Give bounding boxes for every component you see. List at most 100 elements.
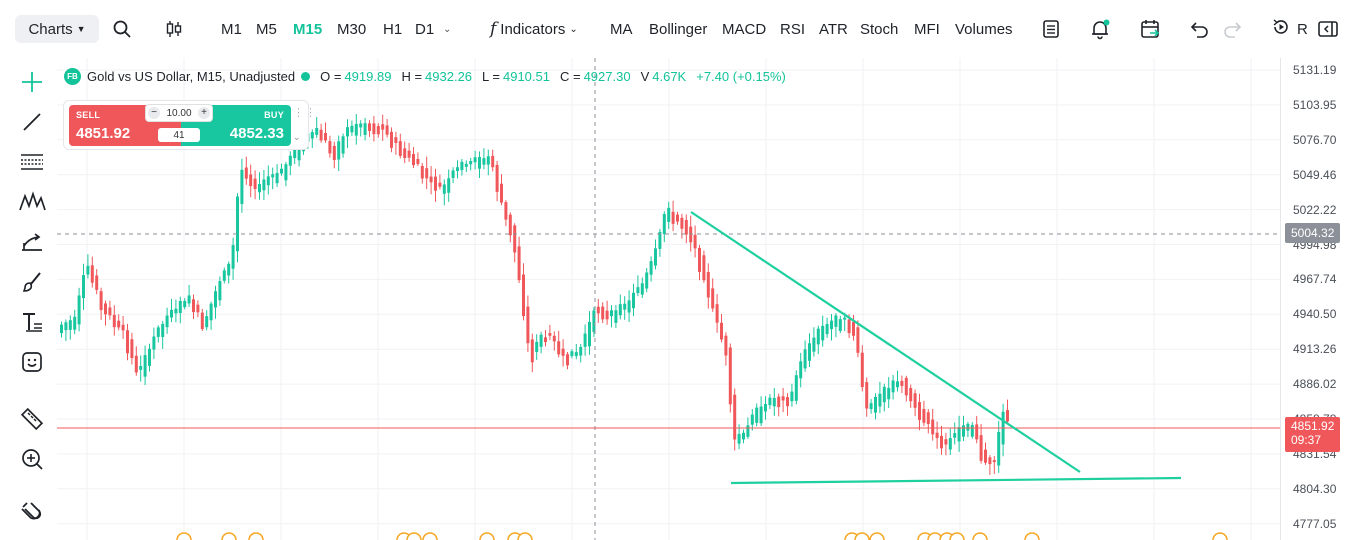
event-marker-icon bbox=[972, 532, 988, 540]
price-tick: 4777.05 bbox=[1293, 516, 1337, 531]
fib-icon[interactable] bbox=[16, 146, 48, 178]
candle-body bbox=[583, 333, 587, 347]
candle-body bbox=[464, 163, 468, 167]
chart-canvas[interactable] bbox=[57, 58, 1280, 540]
indicator-mfi[interactable]: MFI bbox=[914, 20, 940, 38]
candle-body bbox=[288, 155, 292, 166]
candle-body bbox=[904, 377, 908, 396]
brush-icon[interactable] bbox=[16, 266, 48, 298]
ruler-icon[interactable] bbox=[16, 403, 48, 435]
candle-body bbox=[799, 361, 803, 379]
candle-body bbox=[258, 184, 261, 193]
candle-body bbox=[64, 322, 68, 331]
candle-body bbox=[803, 349, 807, 369]
price-axis[interactable]: 5131.19 5103.95 5076.70 5049.46 5022.22 4994.… bbox=[1280, 58, 1357, 540]
close-value: 4927.30 bbox=[583, 68, 631, 84]
pattern-icon[interactable] bbox=[16, 186, 48, 218]
replay-label: R bbox=[1297, 20, 1308, 38]
timeframe-m1[interactable]: M1 bbox=[221, 20, 242, 38]
indicator-macd[interactable]: MACD bbox=[722, 20, 767, 38]
timeframe-m15[interactable]: M15 bbox=[293, 20, 323, 38]
indicator-volumes[interactable]: Volumes bbox=[955, 20, 1013, 38]
price-tick: 4913.26 bbox=[1293, 342, 1337, 357]
candle-body bbox=[385, 125, 389, 135]
candle-body bbox=[222, 270, 226, 281]
indicator-rsi[interactable]: RSI bbox=[780, 20, 806, 38]
line-icon[interactable] bbox=[16, 106, 48, 138]
minus-icon[interactable]: − bbox=[148, 107, 160, 119]
indicator-ma[interactable]: MA bbox=[610, 20, 633, 38]
symbol-title[interactable]: Gold vs US Dollar, M15, Unadjusted bbox=[87, 68, 296, 84]
candle-body bbox=[403, 148, 407, 158]
crosshair-icon[interactable] bbox=[16, 66, 48, 98]
search-icon[interactable] bbox=[108, 15, 136, 43]
charts-menu-button[interactable]: Charts ▼ bbox=[15, 15, 99, 43]
candle-body bbox=[86, 265, 90, 275]
indicators-icon: f bbox=[490, 19, 497, 39]
sell-label: SELL bbox=[76, 110, 101, 120]
indicators-button[interactable]: f Indicators ⌄ bbox=[490, 15, 578, 43]
quantity-value[interactable]: 10.00 bbox=[166, 107, 192, 119]
undo-icon[interactable] bbox=[1186, 15, 1214, 43]
replay-button[interactable]: R bbox=[1271, 15, 1308, 43]
open-value: 4919.89 bbox=[344, 68, 392, 84]
candle-body bbox=[200, 312, 204, 329]
timeframe-m30[interactable]: M30 bbox=[337, 20, 367, 38]
candle-body bbox=[772, 397, 776, 407]
timeframe-d1[interactable]: D1 bbox=[415, 20, 435, 38]
candle-body bbox=[156, 327, 160, 337]
text-icon[interactable] bbox=[16, 306, 48, 338]
calendar-icon[interactable] bbox=[1136, 15, 1164, 43]
candle-body bbox=[77, 295, 81, 325]
candle-body bbox=[456, 167, 459, 172]
candle-body bbox=[979, 435, 983, 461]
drag-handle-icon[interactable]: ⋮⋮ bbox=[293, 107, 317, 119]
redo-icon[interactable] bbox=[1218, 15, 1246, 43]
layout-icon[interactable] bbox=[1037, 15, 1065, 43]
candle-body bbox=[869, 403, 873, 410]
zoom-in-icon[interactable] bbox=[16, 443, 48, 475]
candle-body bbox=[856, 327, 860, 353]
chevron-down-icon: ⌄ bbox=[569, 23, 578, 35]
trade-widget: SELL 4851.92 BUY 4852.33 − 10.00 + 41 ⋮⋮… bbox=[63, 100, 316, 150]
candle-body bbox=[781, 396, 785, 401]
event-marker-icon bbox=[854, 532, 870, 540]
candle-body bbox=[244, 167, 248, 179]
candle-body bbox=[711, 288, 715, 309]
candle-body bbox=[68, 320, 72, 330]
price-chart[interactable] bbox=[57, 58, 1280, 540]
candle-body bbox=[909, 388, 913, 402]
projection-icon[interactable] bbox=[16, 226, 48, 258]
alert-icon[interactable] bbox=[1086, 15, 1114, 43]
candle-body bbox=[860, 352, 864, 388]
candle-body bbox=[988, 457, 992, 465]
timeframe-m5[interactable]: M5 bbox=[256, 20, 277, 38]
indicator-stoch[interactable]: Stoch bbox=[860, 20, 899, 38]
candlestick-icon[interactable] bbox=[160, 15, 188, 43]
support-trendline bbox=[730, 476, 1182, 485]
plus-icon[interactable]: + bbox=[198, 107, 210, 119]
quantity-stepper[interactable]: − 10.00 + bbox=[146, 105, 212, 121]
volume-label: V bbox=[640, 68, 650, 84]
candle-body bbox=[592, 310, 596, 332]
chevron-down-icon: ▼ bbox=[76, 24, 86, 34]
magnet-icon[interactable] bbox=[16, 496, 48, 528]
candle-body bbox=[165, 315, 169, 328]
indicator-bollinger[interactable]: Bollinger bbox=[649, 20, 708, 38]
emoji-icon[interactable] bbox=[16, 346, 48, 378]
event-marker-icon bbox=[1212, 532, 1228, 540]
candle-body bbox=[702, 255, 706, 281]
indicator-atr[interactable]: ATR bbox=[819, 20, 848, 38]
timeframe-more-chevron-icon[interactable]: ⌄ bbox=[443, 23, 452, 35]
candle-body bbox=[720, 322, 723, 340]
candle-body bbox=[442, 184, 446, 194]
candle-body bbox=[737, 433, 741, 444]
candle-body bbox=[997, 431, 1001, 466]
chevron-down-icon[interactable]: ⌄ bbox=[293, 132, 301, 142]
timeframe-h1[interactable]: H1 bbox=[383, 20, 403, 38]
candle-body bbox=[407, 150, 411, 158]
candle-body bbox=[808, 343, 811, 361]
candle-body bbox=[491, 155, 495, 168]
top-toolbar: Charts ▼ M1 M5 M15 M30 H1 D1 ⌄ f Indicat… bbox=[0, 0, 1357, 58]
panel-icon[interactable] bbox=[1314, 15, 1342, 43]
